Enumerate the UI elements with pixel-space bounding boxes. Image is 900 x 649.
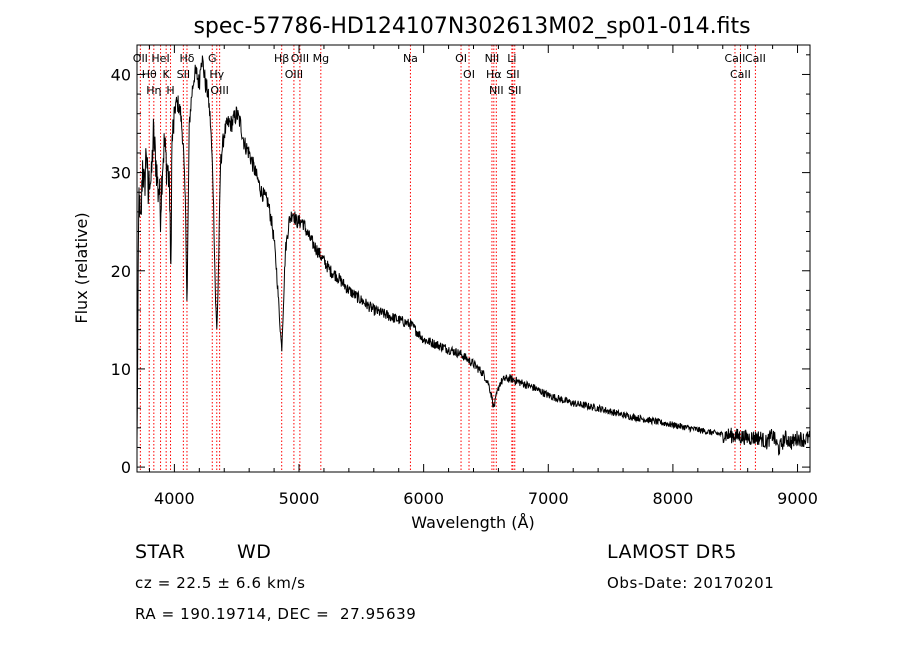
spectral-line-label: H	[166, 84, 174, 97]
spectral-line-label: SII	[506, 68, 519, 81]
spectral-line-label: K	[163, 68, 171, 81]
spectral-line-label: OI	[463, 68, 475, 81]
spectral-line-label: SII	[508, 84, 521, 97]
x-tick-label: 5000	[279, 489, 320, 508]
spectral-line-label: Hβ	[274, 52, 289, 65]
spectral-line-label: Na	[403, 52, 418, 65]
spectral-line-label: OIII	[210, 84, 228, 97]
x-axis-ticks: 4000 5000 6000 7000 8000 9000	[148, 45, 818, 508]
object-subclass: WD	[237, 541, 272, 563]
spectral-line-label: OIII	[285, 68, 303, 81]
spectral-line-label: Hα	[486, 68, 502, 81]
plot-frame	[136, 44, 811, 473]
x-tick-label: 8000	[653, 489, 694, 508]
spectral-line-label: OII	[133, 52, 148, 65]
y-axis-ticks: 0 10 20 30 40	[111, 54, 810, 477]
x-tick-label: 4000	[154, 489, 195, 508]
spectral-line-label: CaII	[725, 52, 746, 65]
spectrum-series-line	[136, 55, 811, 456]
observation-date: Obs-Date: 20170201	[607, 574, 775, 592]
coordinates: RA = 190.19714, DEC = 27.95639	[135, 605, 417, 623]
spectral-line-label: Li	[507, 52, 516, 65]
spectral-line-label: OI	[455, 52, 467, 65]
spectral-line-label: NII	[485, 52, 500, 65]
spectral-line-label: Hδ	[179, 52, 194, 65]
x-tick-label: 7000	[528, 489, 569, 508]
y-tick-label: 0	[121, 458, 131, 477]
y-tick-label: 10	[111, 360, 131, 379]
spectral-line-label: Hγ	[209, 68, 224, 81]
spectral-line-label: NII	[489, 84, 504, 97]
y-tick-label: 40	[111, 65, 131, 84]
spectral-line-label: OIII	[291, 52, 309, 65]
survey-name: LAMOST DR5	[607, 541, 737, 563]
spectral-line-label: Hθ	[142, 68, 157, 81]
x-axis-label: Wavelength (Å)	[411, 513, 534, 532]
spectral-line-label: SII	[177, 68, 190, 81]
spectral-line-label: CaII	[730, 68, 751, 81]
y-tick-label: 30	[111, 164, 131, 183]
object-class: STAR	[135, 541, 186, 563]
x-tick-label: 6000	[403, 489, 444, 508]
spectral-line-label: Hη	[146, 84, 161, 97]
x-tick-label: 9000	[777, 489, 818, 508]
spectral-line-markers	[139, 45, 756, 472]
y-axis-label: Flux (relative)	[72, 212, 91, 323]
y-tick-label: 20	[111, 262, 131, 281]
redshift-velocity: cz = 22.5 ± 6.6 km/s	[135, 574, 306, 592]
chart-title: spec-57786-HD124107N302613M02_sp01-014.f…	[193, 14, 750, 39]
spectral-line-label: CaII	[745, 52, 766, 65]
spectral-line-label: Mg	[313, 52, 329, 65]
spectral-line-label: HeI	[151, 52, 169, 65]
spectral-line-label: G	[208, 52, 217, 65]
